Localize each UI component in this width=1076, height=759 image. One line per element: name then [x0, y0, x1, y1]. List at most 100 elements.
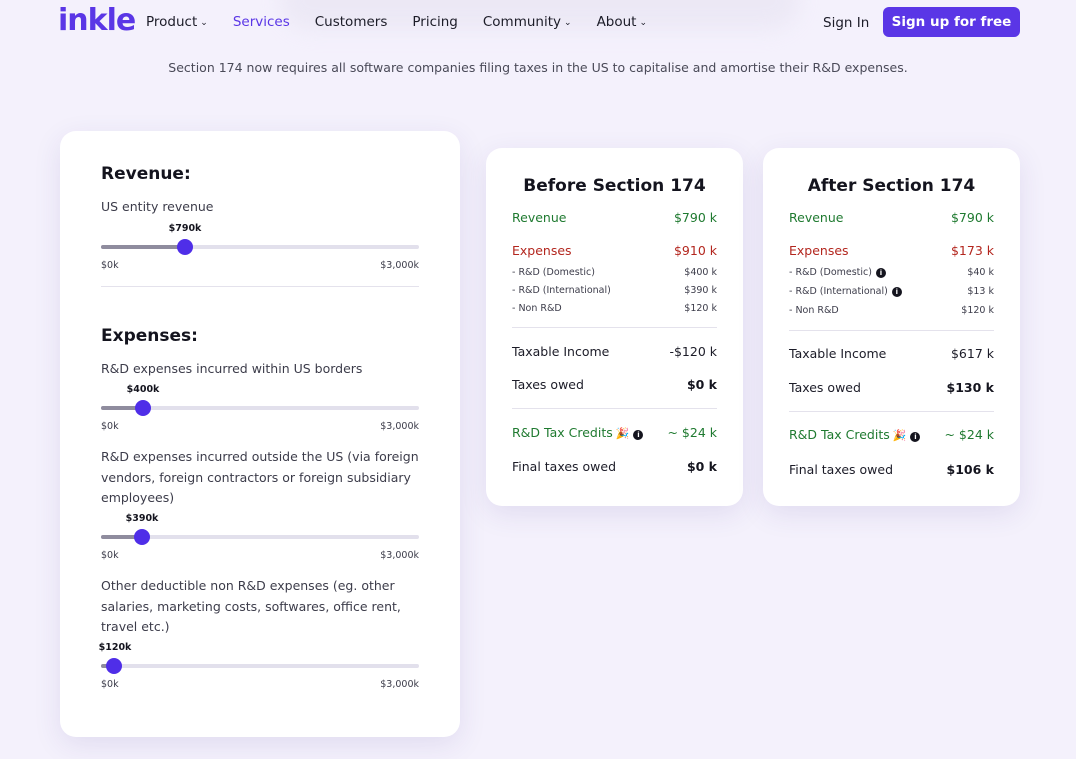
taxable-income-row: Taxable Income $617 k [789, 346, 994, 361]
taxes-owed-row: Taxes owed $130 k [789, 380, 994, 395]
row-label: Final taxes owed [789, 462, 894, 477]
slider-max: $3,000k [380, 679, 419, 690]
slider-handle[interactable] [177, 239, 193, 255]
slider-min: $0k [101, 679, 119, 690]
slider-fill [101, 406, 143, 410]
slider-track [101, 535, 419, 539]
top-nav: inkle Product ⌄ Services Customers Pricin… [0, 0, 1076, 46]
slider-value: $790k [168, 223, 202, 234]
info-icon[interactable]: i [891, 287, 902, 297]
rd-foreign-slider[interactable]: $390k $0k $3,000k [101, 513, 419, 563]
slider-track [101, 245, 419, 249]
row-label: R&D Tax Credits 🎉 i [789, 427, 921, 442]
expenses-row: Expenses $173 k [789, 243, 994, 258]
row-value: $390 k [684, 285, 717, 296]
divider [512, 327, 717, 328]
sign-in-link[interactable]: Sign In [823, 15, 870, 31]
slider-max: $3,000k [380, 260, 419, 271]
sign-up-button[interactable]: Sign up for free [883, 7, 1020, 37]
party-popper-icon: 🎉 [892, 429, 907, 442]
inkle-logo[interactable]: inkle [58, 3, 136, 38]
row-label: Final taxes owed [512, 459, 617, 474]
taxable-income-row: Taxable Income -$120 k [512, 344, 717, 359]
row-value: $106 k [946, 462, 994, 477]
row-value: $617 k [950, 346, 994, 361]
row-value: ~ $24 k [944, 427, 994, 442]
non-rd-label: Other deductible non R&D expenses (eg. o… [101, 578, 401, 634]
row-value: $0 k [686, 459, 717, 474]
row-label: - Non R&D [789, 305, 839, 316]
row-label: R&D Tax Credits 🎉 i [512, 425, 644, 440]
slider-min: $0k [101, 550, 119, 561]
slider-handle[interactable] [134, 529, 150, 545]
slider-handle[interactable] [106, 658, 122, 674]
nav-links: Product ⌄ Services Customers Pricing Comm… [146, 14, 672, 30]
final-taxes-row: Final taxes owed $0 k [512, 459, 717, 474]
slider-fill [101, 535, 142, 539]
calculator-inputs-card: Revenue: US entity revenue $790k $0k $3,… [60, 131, 460, 737]
rd-domestic-row: - R&D (Domestic) i $40 k [789, 267, 994, 278]
info-icon[interactable]: i [875, 268, 886, 278]
divider [101, 286, 419, 287]
row-value: $40 k [967, 267, 994, 278]
slider-value: $390k [125, 513, 159, 524]
rd-domestic-slider[interactable]: $400k $0k $3,000k [101, 384, 419, 434]
row-label: Taxable Income [512, 344, 610, 359]
row-label: Revenue [789, 210, 844, 225]
nav-link-community[interactable]: Community ⌄ [482, 14, 572, 30]
slider-handle[interactable] [135, 400, 151, 416]
chevron-down-icon: ⌄ [564, 18, 572, 28]
before-section-174-card: Before Section 174 Revenue $790 k Expens… [486, 148, 743, 506]
expenses-heading: Expenses: [101, 326, 198, 346]
slider-max: $3,000k [380, 550, 419, 561]
row-value: -$120 k [669, 344, 717, 359]
row-label: Expenses [512, 243, 572, 258]
non-rd-row: - Non R&D $120 k [512, 303, 717, 314]
final-taxes-row: Final taxes owed $106 k [789, 462, 994, 477]
row-value: $0 k [686, 377, 717, 392]
after-section-174-card: After Section 174 Revenue $790 k Expense… [763, 148, 1020, 506]
chevron-down-icon: ⌄ [639, 18, 648, 28]
divider [512, 408, 717, 409]
card-title: Before Section 174 [523, 176, 706, 196]
non-rd-slider[interactable]: $120k $0k $3,000k [99, 642, 419, 692]
slider-max: $3,000k [380, 421, 419, 432]
slider-track [101, 406, 419, 410]
row-label: Expenses [789, 243, 849, 258]
tax-credits-row: R&D Tax Credits 🎉 i ~ $24 k [789, 427, 994, 442]
nav-link-customers[interactable]: Customers [314, 14, 388, 30]
row-label: Taxes owed [512, 377, 584, 392]
row-label: Taxes owed [789, 380, 861, 395]
nav-link-about[interactable]: About ⌄ [596, 14, 648, 30]
nav-link-services[interactable]: Services [232, 14, 290, 30]
tax-credits-row: R&D Tax Credits 🎉 i ~ $24 k [512, 425, 717, 440]
party-popper-icon: 🎉 [615, 427, 630, 440]
row-label: - R&D (Domestic) i [789, 267, 886, 278]
page-subtitle: Section 174 now requires all software co… [168, 60, 908, 75]
nav-link-pricing[interactable]: Pricing [412, 14, 458, 30]
row-label: Revenue [512, 210, 567, 225]
row-value: $130 k [946, 380, 994, 395]
expenses-row: Expenses $910 k [512, 243, 717, 258]
slider-track [101, 664, 419, 668]
divider [789, 330, 994, 331]
nav-link-product[interactable]: Product ⌄ [146, 14, 208, 30]
non-rd-row: - Non R&D $120 k [789, 305, 994, 316]
revenue-row: Revenue $790 k [512, 210, 717, 225]
revenue-slider[interactable]: $790k $0k $3,000k [101, 223, 419, 273]
info-icon[interactable]: i [633, 430, 644, 440]
row-value: $13 k [967, 286, 994, 297]
rd-international-row: - R&D (International) i $13 k [789, 286, 994, 297]
row-value: $173 k [950, 243, 994, 258]
card-title: After Section 174 [807, 176, 976, 196]
slider-value: $120k [98, 642, 132, 653]
row-value: $120 k [961, 305, 994, 316]
rd-domestic-label: R&D expenses incurred within US borders [101, 361, 363, 376]
divider [789, 411, 994, 412]
revenue-row: Revenue $790 k [789, 210, 994, 225]
row-value: $910 k [673, 243, 717, 258]
info-icon[interactable]: i [910, 432, 921, 442]
nav-backdrop [280, 0, 800, 30]
rd-foreign-label: R&D expenses incurred outside the US (vi… [101, 449, 419, 505]
row-label: - R&D (International) i [789, 286, 902, 297]
